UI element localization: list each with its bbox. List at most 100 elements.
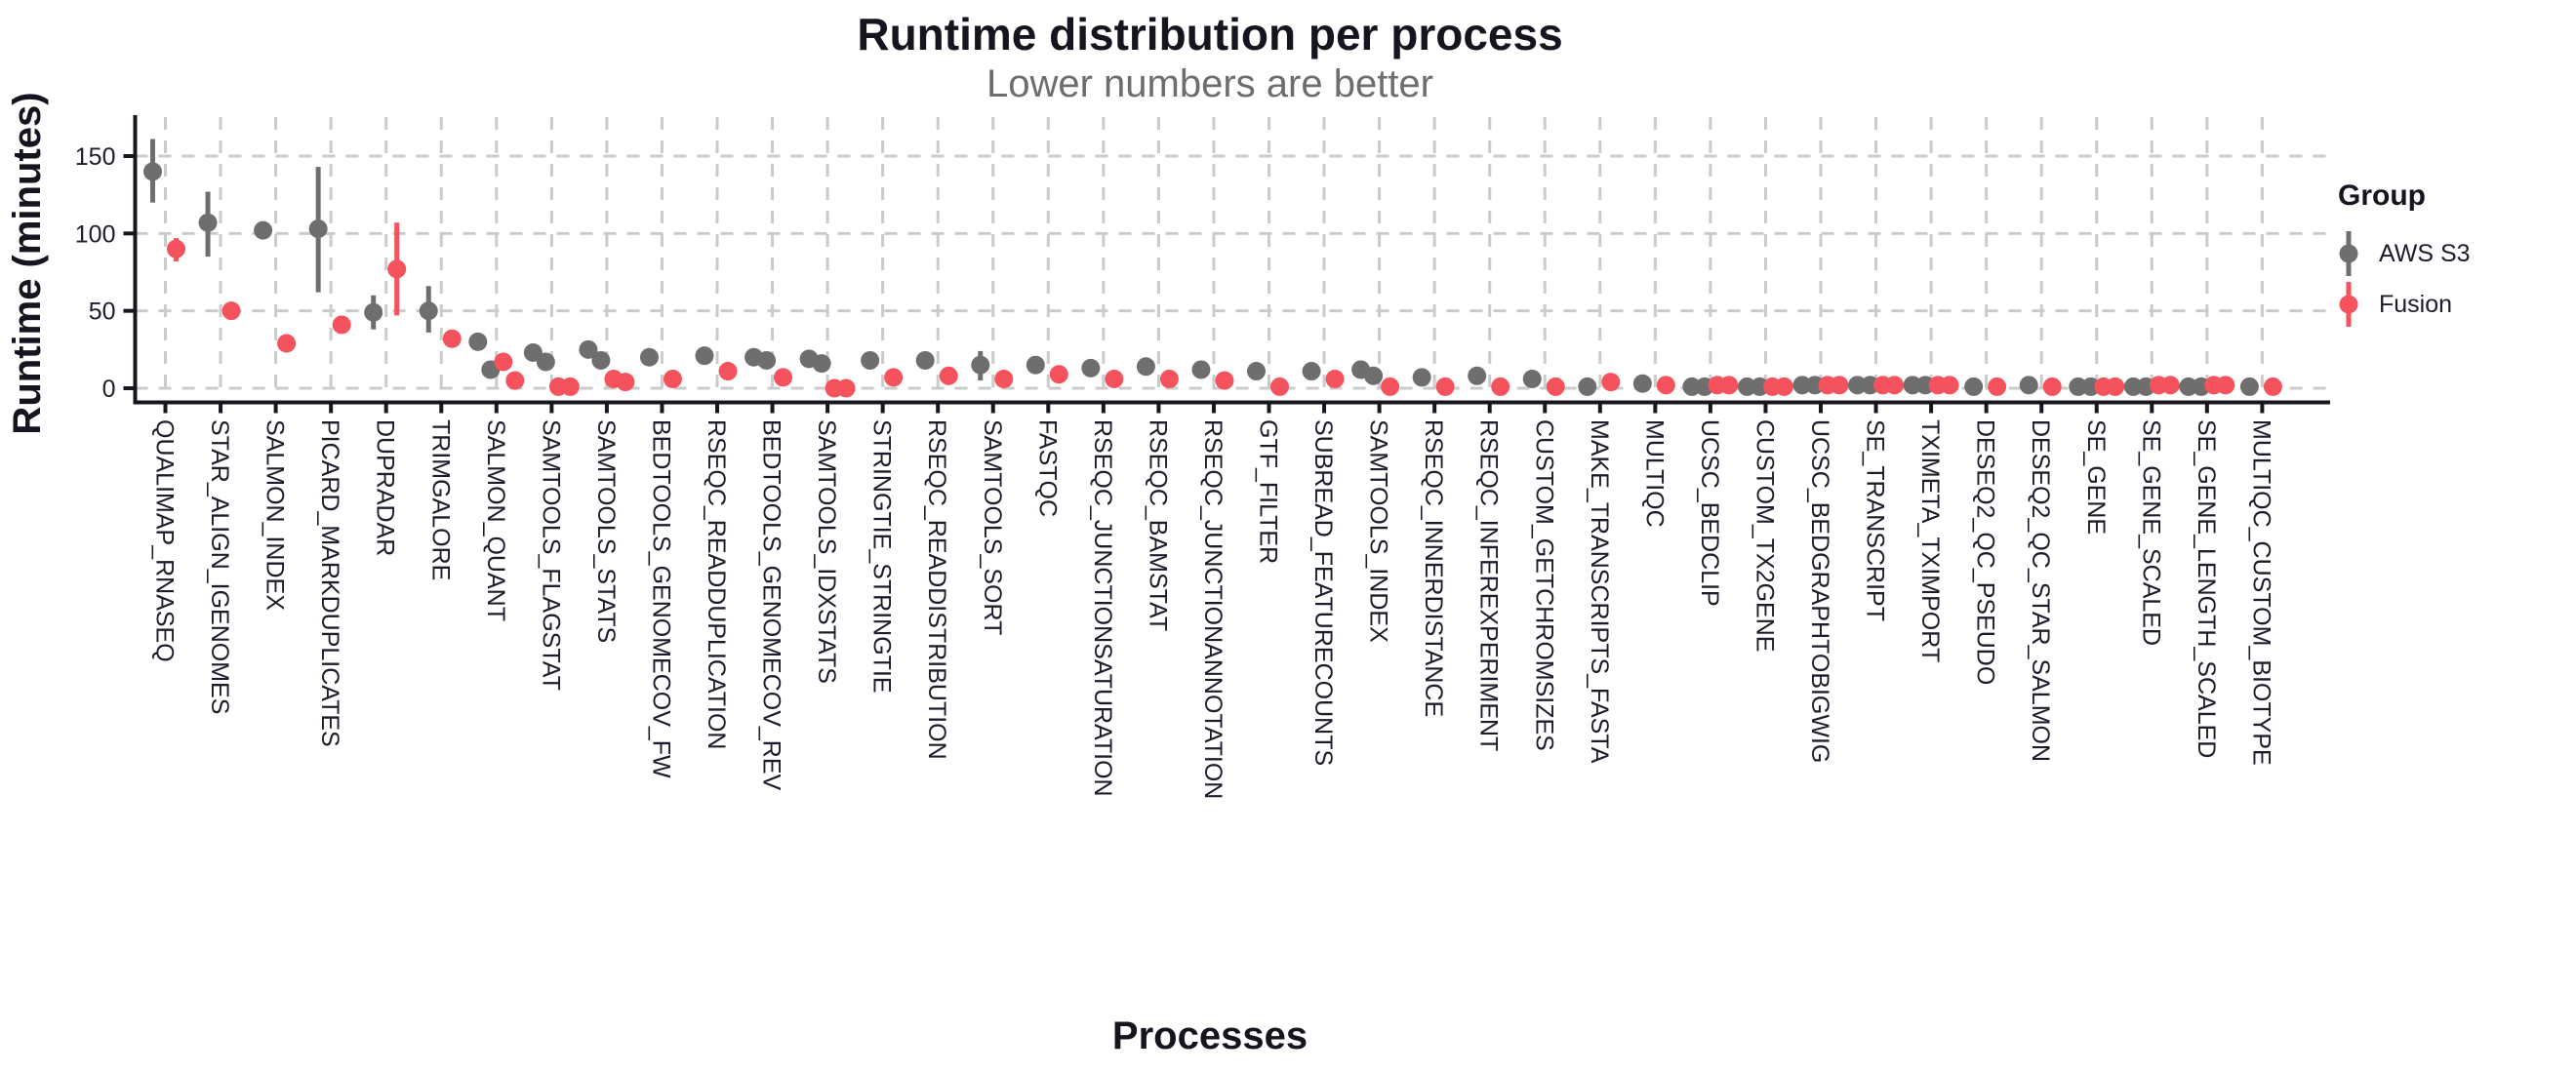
data-point-fusion	[2263, 377, 2282, 396]
x-tick-label: DUPRADAR	[372, 419, 399, 556]
x-tick-label: SAMTOOLS_INDEX	[1365, 419, 1392, 643]
legend-entry-aws: AWS S3	[2338, 228, 2471, 279]
data-point-fusion	[774, 368, 793, 387]
x-tick-label: RSEQC_BAMSTAT	[1144, 419, 1171, 631]
data-point-aws	[2069, 377, 2088, 396]
data-point-aws	[1302, 362, 1321, 381]
data-point-aws	[198, 213, 218, 232]
data-point-aws	[419, 301, 438, 321]
data-point-fusion	[616, 373, 635, 392]
pointrange-symbol-red-icon	[2339, 282, 2358, 327]
data-point-aws	[2019, 376, 2038, 395]
pointrange-symbol-gray-icon	[2339, 231, 2358, 276]
data-point-fusion	[332, 315, 351, 335]
data-point-fusion	[1601, 373, 1621, 392]
data-point-fusion	[2042, 377, 2062, 396]
y-tick-label: 150	[75, 143, 116, 171]
data-point-aws	[1578, 377, 1597, 396]
data-point-aws	[695, 346, 714, 366]
data-point-fusion	[1049, 365, 1068, 384]
data-point-fusion	[718, 362, 738, 381]
x-tick-label: TRIMGALORE	[426, 419, 454, 580]
data-point-fusion	[1988, 377, 2007, 396]
data-point-aws	[861, 350, 880, 370]
data-point-fusion	[939, 366, 958, 385]
data-point-fusion	[1435, 377, 1455, 396]
data-point-fusion	[221, 301, 241, 321]
data-point-aws	[1915, 376, 1935, 395]
data-point-aws	[523, 343, 543, 363]
data-point-fusion	[1885, 376, 1905, 395]
x-tick-label: SAMTOOLS_IDXSTATS	[813, 419, 840, 684]
x-tick-label: BEDTOOLS_GENOMECOV_REV	[758, 419, 785, 791]
x-tick-label: RSEQC_JUNCTIONANNOTATION	[1199, 419, 1227, 799]
x-tick-label: QUALIMAP_RNASEQ	[151, 419, 179, 662]
x-tick-label: CUSTOM_GETCHROMSIZES	[1530, 419, 1557, 751]
data-point-aws	[1632, 374, 1652, 393]
data-point-fusion	[494, 352, 513, 372]
data-point-fusion	[884, 368, 904, 387]
data-point-aws	[1522, 369, 1542, 388]
data-point-fusion	[1774, 377, 1793, 396]
x-tick-label: SE_GENE	[2082, 419, 2110, 535]
data-point-aws	[2239, 377, 2259, 396]
data-point-aws	[364, 302, 383, 322]
data-point-fusion	[1491, 377, 1510, 396]
data-point-aws	[536, 352, 555, 372]
x-tick-label: RSEQC_READDISTRIBUTION	[923, 419, 950, 760]
data-point-fusion	[1105, 369, 1124, 388]
x-tick-label: SE_TRANSCRIPT	[1862, 419, 1889, 621]
data-point-fusion	[836, 378, 856, 398]
x-tick-label: SE_GENE_SCALED	[2137, 419, 2164, 646]
x-tick-label: SALMON_INDEX	[262, 419, 289, 611]
data-point-fusion	[1940, 376, 1959, 395]
data-point-fusion	[1656, 376, 1675, 395]
legend-title: Group	[2338, 179, 2426, 212]
data-point-aws	[1081, 358, 1101, 378]
data-point-aws	[1468, 366, 1487, 385]
data-point-fusion	[2106, 377, 2125, 396]
x-tick-label: SAMTOOLS_FLAGSTAT	[537, 419, 564, 691]
x-tick-label: BEDTOOLS_GENOMECOV_FW	[647, 419, 674, 778]
data-point-aws	[143, 162, 162, 181]
data-point-fusion	[2160, 376, 2180, 395]
x-tick-label: SALMON_QUANT	[482, 419, 509, 621]
data-point-aws	[308, 219, 328, 239]
data-point-aws	[2123, 377, 2143, 396]
data-point-fusion	[560, 377, 580, 396]
legend-entry-fusion: Fusion	[2338, 279, 2471, 330]
y-tick-label: 0	[102, 376, 116, 403]
x-tick-label: STAR_ALIGN_IGENOMES	[206, 419, 233, 714]
data-point-aws	[468, 332, 488, 351]
data-point-aws	[1412, 368, 1431, 387]
data-point-fusion	[1325, 369, 1345, 388]
data-point-fusion	[1270, 377, 1289, 396]
data-point-aws	[1191, 360, 1211, 379]
data-point-aws	[591, 350, 611, 370]
x-tick-label: MULTIQC	[1640, 419, 1668, 528]
data-point-aws	[2081, 377, 2101, 396]
data-point-fusion	[1215, 371, 1234, 390]
y-tick-label: 50	[89, 298, 116, 326]
data-point-aws	[1364, 366, 1384, 385]
x-tick-label: MAKE_TRANSCRIPTS_FASTA	[1586, 419, 1613, 764]
x-tick-label: MULTIQC_CUSTOM_BIOTYPE	[2247, 419, 2274, 766]
x-tick-label: RSEQC_JUNCTIONSATURATION	[1089, 419, 1116, 797]
x-tick-label: DESEQ2_QC_PSEUDO	[1972, 419, 1999, 685]
data-point-fusion	[1546, 377, 1565, 396]
legend-label-aws: AWS S3	[2379, 239, 2471, 267]
x-tick-label: RSEQC_INNERDISTANCE	[1420, 419, 1447, 717]
x-tick-label: CUSTOM_TX2GENE	[1751, 419, 1778, 652]
x-tick-label: FASTQC	[1033, 419, 1061, 517]
chart-title: Runtime distribution per process	[857, 9, 1563, 60]
data-point-aws	[812, 354, 831, 374]
legend: Group AWS S3 Fusion	[2338, 179, 2471, 330]
data-point-fusion	[1830, 376, 1849, 395]
data-point-fusion	[663, 369, 682, 388]
data-point-fusion	[2216, 376, 2235, 395]
data-point-aws	[639, 347, 659, 367]
data-point-aws	[1964, 377, 1984, 396]
data-point-aws	[1136, 357, 1155, 377]
